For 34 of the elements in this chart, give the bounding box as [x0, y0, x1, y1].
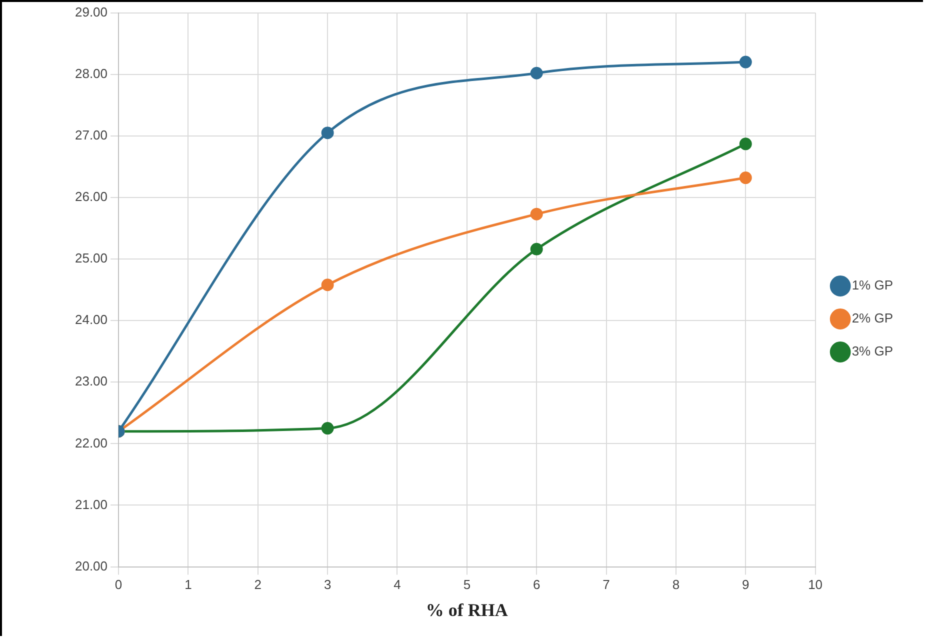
x-tick-label: 0 [114, 577, 122, 592]
point [530, 242, 543, 256]
x-axis-title: % of RHA [426, 600, 508, 620]
point [739, 172, 752, 184]
y-tick-label: 26.00 [74, 189, 108, 204]
x-tick-label: 6 [532, 577, 540, 592]
y-tick-label: 23.00 [74, 374, 108, 389]
point [321, 278, 334, 292]
y-tick-label: 24.00 [74, 312, 108, 328]
point [530, 66, 543, 80]
y-tick-label: 20.00 [74, 558, 108, 574]
x-tick-label: 9 [742, 577, 750, 592]
x-tick-label: 8 [672, 577, 680, 592]
y-tick-label: 25.00 [74, 250, 108, 266]
x-tick-label: 4 [394, 577, 401, 592]
x-tick-label: 2 [254, 577, 262, 592]
x-tick-label: 10 [808, 577, 823, 592]
point [321, 126, 334, 140]
x-tick-label: 7 [602, 577, 610, 592]
point [739, 138, 752, 150]
legend-label: 2% GP [852, 310, 894, 326]
y-tick-label: 22.00 [74, 435, 108, 450]
point [321, 422, 334, 435]
x-tick-label: 3 [324, 577, 332, 592]
y-tick-label: 27.00 [74, 127, 108, 142]
y-tick-label: 29.00 [74, 4, 108, 20]
legend-label: 3% GP [852, 344, 894, 359]
x-tick-label: 1 [184, 577, 192, 592]
legend-label: 1% GP [852, 278, 894, 293]
y-tick-label: 28.00 [74, 66, 108, 81]
point [530, 208, 543, 220]
y-tick-label: 21.00 [74, 496, 108, 512]
x-tick-label: 5 [463, 577, 471, 592]
point [739, 56, 752, 68]
